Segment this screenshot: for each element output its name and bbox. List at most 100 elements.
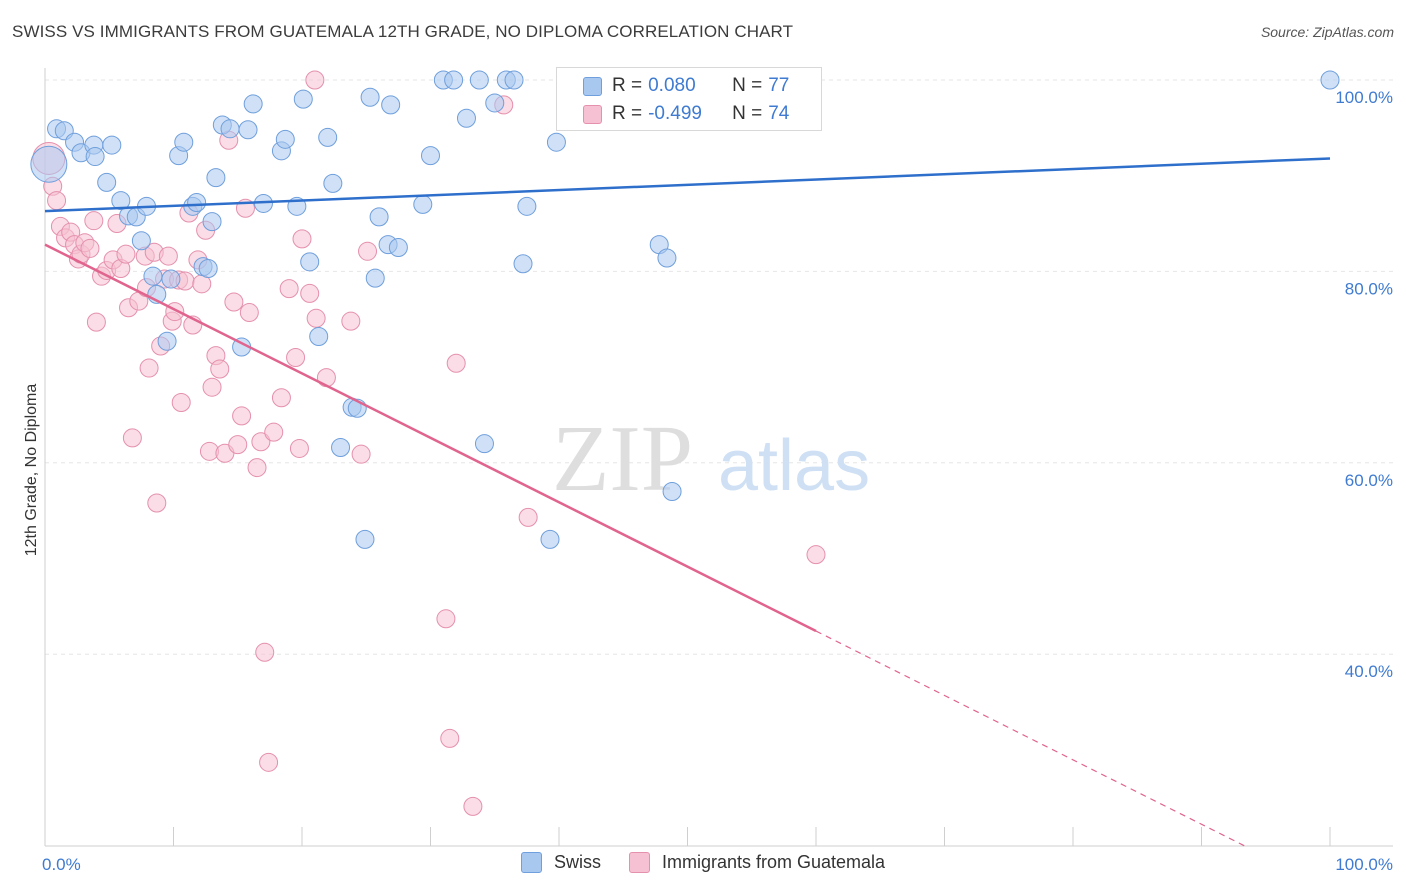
guatemala-point: [518, 507, 538, 527]
swiss-trend-line: [44, 157, 1331, 213]
guatemala-point: [358, 241, 378, 261]
swiss-point: [157, 331, 177, 351]
guatemala-trend-extension: [815, 630, 1246, 847]
swiss-point: [174, 132, 194, 152]
guatemala-point: [279, 279, 299, 299]
guatemala-points: [32, 70, 826, 816]
legend-row-guatemala: R = -0.499 N = 74: [557, 101, 789, 127]
series-legend: Swiss Immigrants from Guatemala: [0, 852, 1406, 873]
guatemala-point: [224, 292, 244, 312]
swiss-point: [546, 132, 566, 152]
guatemala-point: [806, 545, 826, 565]
guatemala-point: [305, 70, 325, 90]
swiss-point: [513, 254, 533, 274]
guatemala-point: [255, 642, 275, 662]
guatemala-point: [122, 428, 142, 448]
swiss-point: [161, 269, 181, 289]
grid-lines: [45, 79, 1393, 655]
guatemala-point: [251, 432, 271, 452]
watermark: ZIP atlas: [552, 407, 870, 511]
swiss-point: [198, 259, 218, 279]
guatemala-point: [440, 728, 460, 748]
axes: [44, 68, 1393, 847]
swiss-n-value: 77: [768, 75, 790, 96]
swiss-point: [469, 70, 489, 90]
swiss-point: [1320, 70, 1340, 90]
legend-item-swiss[interactable]: Swiss: [520, 852, 601, 873]
swiss-point: [143, 266, 163, 286]
guatemala-point: [316, 368, 336, 388]
swiss-point: [275, 129, 295, 149]
swiss-point: [388, 237, 408, 257]
legend-row-swiss: R = 0.080 N = 77: [557, 73, 789, 99]
legend-item-guatemala[interactable]: Immigrants from Guatemala: [628, 852, 886, 873]
swiss-point: [293, 89, 313, 109]
guatemala-trend-line: [44, 243, 817, 633]
guatemala-point: [271, 388, 291, 408]
y-tick-labels: 40.0% 60.0% 80.0% 100.0%: [1335, 88, 1393, 681]
guatemala-point: [171, 393, 191, 413]
guatemala-point: [289, 438, 309, 458]
guatemala-point: [47, 191, 67, 211]
guatemala-point: [210, 359, 230, 379]
stats-legend: R = 0.080 N = 77 R = -0.499 N = 74: [556, 67, 822, 131]
y-tick-label: 60.0%: [1345, 471, 1393, 490]
guatemala-point: [292, 229, 312, 249]
guatemala-point: [232, 406, 252, 426]
guatemala-point: [300, 283, 320, 303]
swiss-point: [331, 437, 351, 457]
swiss-point: [206, 168, 226, 188]
swiss-point: [85, 147, 105, 167]
guatemala-point: [264, 422, 284, 442]
guatemala-point: [247, 458, 267, 478]
swiss-swatch: [583, 76, 602, 96]
swiss-point: [300, 252, 320, 272]
swiss-point: [318, 127, 338, 147]
legend-label-guatemala: Immigrants from Guatemala: [661, 852, 886, 872]
swiss-point: [220, 119, 240, 139]
guatemala-point: [86, 312, 106, 332]
guatemala-point: [436, 609, 456, 629]
legend-swatch-swiss: [520, 852, 542, 873]
guatemala-r-label: R =: [612, 103, 643, 124]
swiss-point: [323, 173, 343, 193]
guatemala-point: [80, 238, 100, 258]
swiss-point: [540, 529, 560, 549]
guatemala-point: [116, 244, 136, 264]
guatemala-point: [239, 303, 259, 323]
swiss-point: [369, 207, 389, 227]
chart-title: SWISS VS IMMIGRANTS FROM GUATEMALA 12TH …: [12, 22, 794, 41]
swiss-point: [504, 70, 524, 90]
guatemala-point: [228, 435, 248, 455]
guatemala-point: [351, 444, 371, 464]
guatemala-point: [446, 353, 466, 373]
swiss-point: [381, 95, 401, 115]
swiss-point: [413, 194, 433, 214]
swiss-point: [131, 231, 151, 251]
guatemala-n-label: N =: [732, 103, 763, 124]
swiss-point: [97, 172, 117, 192]
swiss-point: [657, 248, 677, 268]
guatemala-point: [147, 493, 167, 513]
swiss-r-value: 0.080: [648, 75, 696, 96]
swiss-point: [111, 191, 131, 211]
swiss-point: [421, 146, 440, 166]
y-tick-label: 80.0%: [1345, 279, 1393, 298]
guatemala-point: [84, 211, 104, 231]
swiss-point: [662, 482, 682, 502]
swiss-point: [187, 192, 207, 212]
y-tick-label: 100.0%: [1335, 88, 1393, 107]
guatemala-point: [259, 752, 279, 772]
swiss-point: [243, 94, 263, 114]
guatemala-r-value: -0.499: [648, 103, 702, 124]
swiss-r-label: R =: [612, 75, 643, 96]
swiss-n-label: N =: [732, 75, 763, 96]
chart-source: Source: ZipAtlas.com: [1260, 24, 1394, 40]
swiss-point: [360, 87, 380, 107]
guatemala-point: [202, 377, 222, 397]
swiss-point: [365, 268, 385, 288]
guatemala-n-value: 74: [768, 103, 790, 124]
guatemala-point: [463, 796, 483, 816]
trend-lines: [44, 157, 1331, 847]
y-tick-label: 40.0%: [1345, 662, 1393, 681]
